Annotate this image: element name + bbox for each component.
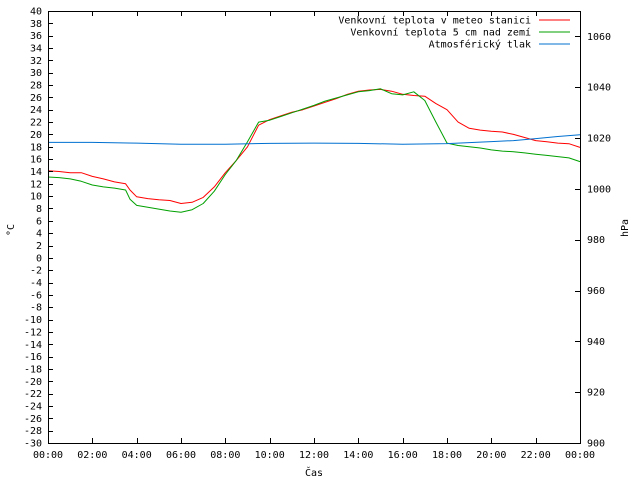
y-tick-label: -10 — [24, 315, 42, 326]
x-axis-label: Čas — [305, 466, 323, 479]
y-tick-label: -30 — [24, 439, 42, 450]
y-tick-label: -18 — [24, 364, 42, 375]
y-tick-label: -12 — [24, 327, 42, 338]
y-tick-label: -2 — [30, 266, 42, 277]
y-tick-label: 2 — [36, 241, 42, 252]
y-tick-label: 36 — [30, 31, 42, 42]
y-tick-label: -8 — [30, 303, 42, 314]
y-tick-label: 0 — [36, 253, 42, 264]
x-tick-label: 06:00 — [166, 450, 196, 461]
y-tick-label: 10 — [30, 192, 42, 203]
legend-label-2: Venkovní teplota 5 cm nad zemí — [350, 27, 531, 39]
y2-axis-label: hPa — [620, 219, 631, 237]
y-tick-label: 26 — [30, 93, 42, 104]
x-tick-label: 20:00 — [476, 450, 506, 461]
x-tick-label: 00:00 — [33, 450, 63, 461]
y-tick-label: 16 — [30, 155, 42, 166]
y-tick-label: 32 — [30, 56, 42, 67]
y-tick-label: -24 — [24, 401, 42, 412]
y-tick-label: 40 — [30, 7, 42, 18]
y-tick-label: 6 — [36, 216, 42, 227]
y-tick-label: 24 — [30, 105, 42, 116]
y-tick-label: 28 — [30, 81, 42, 92]
y-tick-label: 30 — [30, 68, 42, 79]
y-tick-label: -22 — [24, 389, 42, 400]
y-tick-label: 22 — [30, 118, 42, 129]
y-axis-label: °C — [6, 224, 17, 236]
y-tick-label: 14 — [30, 167, 42, 178]
y-tick-label: -26 — [24, 414, 42, 425]
y-tick-label: -4 — [30, 278, 42, 289]
series-line-2 — [47, 88, 581, 213]
y-tick-label: 4 — [36, 229, 42, 240]
x-tick-label: 14:00 — [343, 450, 373, 461]
y-tick-label: -16 — [24, 352, 42, 363]
y2-tick-label: 1000 — [587, 184, 611, 195]
plot-lines — [47, 88, 581, 213]
axis-ticks — [48, 11, 581, 444]
x-tick-label: 00:00 — [565, 450, 595, 461]
x-tick-label: 10:00 — [255, 450, 285, 461]
x-tick-label: 16:00 — [388, 450, 418, 461]
y-tick-label: -20 — [24, 377, 42, 388]
y2-tick-label: 1060 — [587, 32, 611, 43]
y2-tick-label: 1020 — [587, 134, 611, 145]
y2-tick-label: 960 — [587, 286, 605, 297]
series-line-1 — [47, 88, 581, 204]
x-tick-label: 08:00 — [210, 450, 240, 461]
y-tick-label: -6 — [30, 290, 42, 301]
legend: Venkovní teplota v meteo staniciVenkovní… — [338, 15, 570, 51]
y-tick-label: 34 — [30, 44, 42, 55]
x-tick-label: 04:00 — [122, 450, 152, 461]
y-tick-label: 12 — [30, 179, 42, 190]
y2-tick-label: 920 — [587, 388, 605, 399]
y2-tick-label: 940 — [587, 337, 605, 348]
y2-tick-label: 980 — [587, 235, 605, 246]
y-tick-label: -28 — [24, 426, 42, 437]
y2-tick-label: 900 — [587, 439, 605, 450]
y2-tick-label: 1040 — [587, 83, 611, 94]
y-tick-label: -14 — [24, 340, 42, 351]
x-tick-label: 18:00 — [432, 450, 462, 461]
x-tick-label: 02:00 — [77, 450, 107, 461]
series-line-3 — [48, 134, 581, 145]
y2-axis-tick-labels: 900 920 940 960 980 1000 1020 1040 1060 — [587, 32, 611, 450]
y-tick-label: 18 — [30, 142, 42, 153]
legend-label-1: Venkovní teplota v meteo stanici — [338, 15, 531, 27]
y-tick-label: 38 — [30, 19, 42, 30]
x-tick-label: 12:00 — [299, 450, 329, 461]
y-tick-label: 8 — [36, 204, 42, 215]
y-axis-tick-labels: -30-28-26-24-22-20-18-16-14-12-10-8-6-4-… — [24, 7, 42, 450]
legend-label-3: Atmosférický tlak — [429, 39, 531, 51]
x-tick-label: 22:00 — [521, 450, 551, 461]
x-axis-tick-labels: 00:00 02:00 04:00 06:00 08:00 10:00 12:00 14:00… — [33, 450, 595, 461]
y-tick-label: 20 — [30, 130, 42, 141]
